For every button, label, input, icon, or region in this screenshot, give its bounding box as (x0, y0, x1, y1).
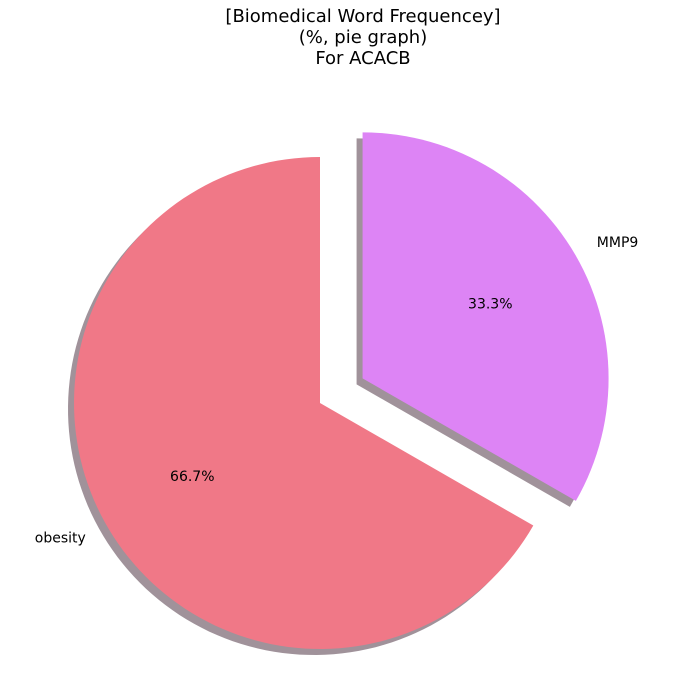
pie-slice-mmp9 (362, 132, 609, 501)
chart-title-line-1: [Biomedical Word Frequencey] (225, 6, 500, 27)
pie-slice-layer (74, 132, 609, 649)
pie-percent-label-obesity: 66.7% (170, 469, 214, 485)
chart-title-line-2: (%, pie graph) (299, 27, 428, 48)
pie-category-label-mmp9: MMP9 (597, 235, 639, 251)
pie-label-layer: 66.7% obesity 33.3% MMP9 (35, 235, 639, 547)
pie-percent-label-mmp9: 33.3% (468, 296, 512, 312)
pie-slice-obesity (74, 157, 534, 649)
chart-title-line-3: For ACACB (315, 48, 410, 69)
pie-category-label-obesity: obesity (35, 531, 86, 547)
